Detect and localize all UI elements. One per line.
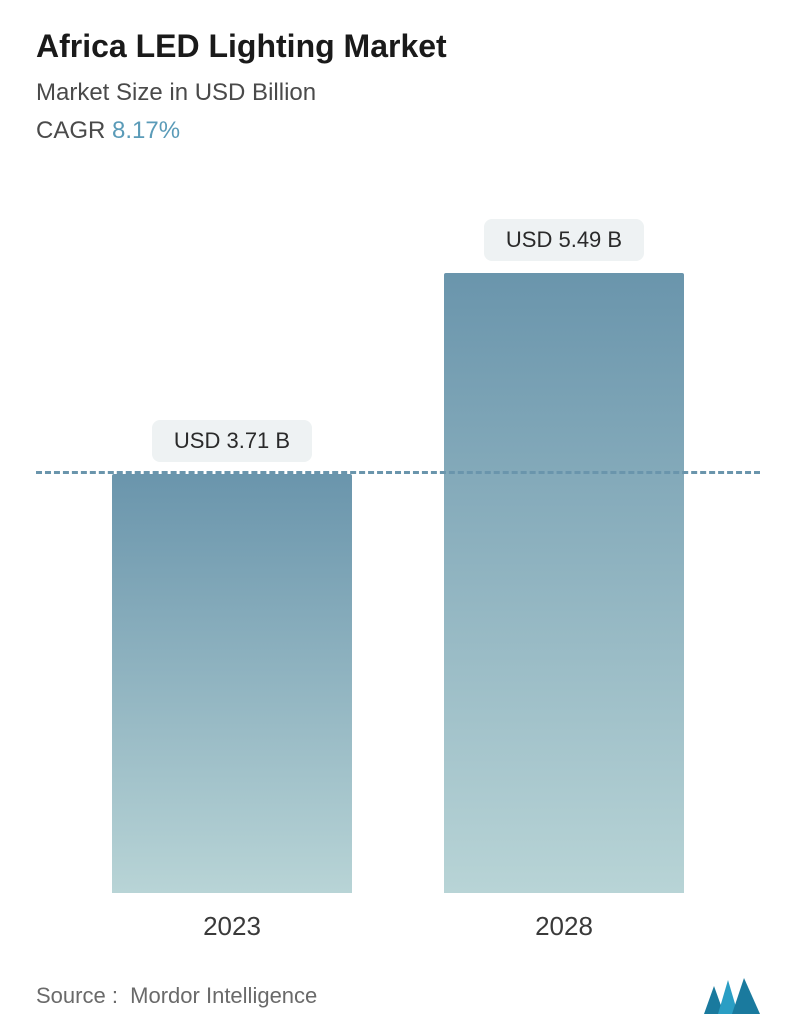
- value-label-0: USD 3.71 B: [152, 420, 312, 462]
- cagr-value: 8.17%: [112, 117, 180, 144]
- xlabel-0: 2023: [112, 911, 352, 942]
- reference-line: [36, 471, 760, 474]
- cagr-line: CAGR 8.17%: [36, 117, 760, 145]
- bar-1: [444, 273, 684, 893]
- x-axis-labels: 2023 2028: [36, 893, 760, 970]
- value-label-1: USD 5.49 B: [484, 219, 644, 261]
- footer: Source : Mordor Intelligence: [36, 970, 760, 1014]
- chart-title: Africa LED Lighting Market: [36, 28, 760, 65]
- cagr-label: CAGR: [36, 117, 105, 144]
- source-name: Mordor Intelligence: [130, 983, 317, 1008]
- chart-subtitle: Market Size in USD Billion: [36, 79, 760, 107]
- chart-area: USD 3.71 B USD 5.49 B: [36, 185, 760, 893]
- logo-icon: [704, 978, 760, 1014]
- bar-0: [112, 474, 352, 893]
- brand-logo: [704, 978, 760, 1014]
- xlabel-1: 2028: [444, 911, 684, 942]
- source-text: Source : Mordor Intelligence: [36, 983, 317, 1009]
- bar-wrap-0: USD 3.71 B: [112, 420, 352, 893]
- source-label: Source :: [36, 983, 118, 1008]
- bar-wrap-1: USD 5.49 B: [444, 219, 684, 893]
